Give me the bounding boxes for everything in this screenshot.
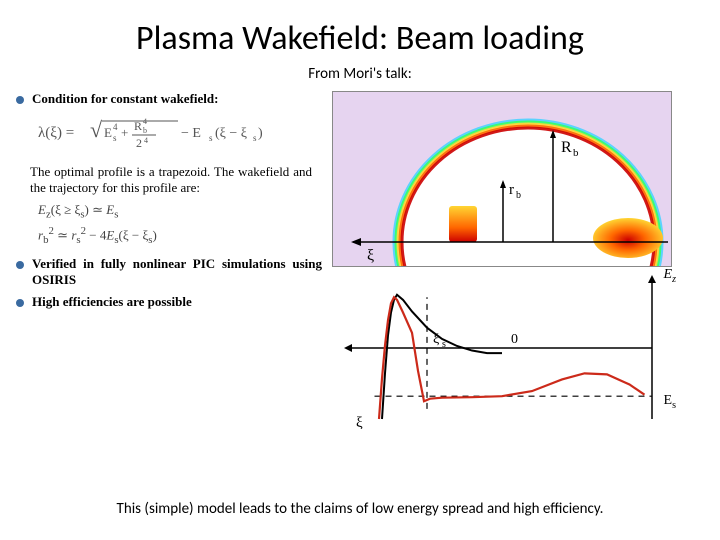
svg-text:b: b [573,147,579,159]
es-dash-label: Es [664,393,676,411]
bullet-icon [16,299,24,307]
svg-text:ξ: ξ [367,247,374,264]
svg-text:s: s [209,133,213,143]
right-column: Rbrbξ 0ξsξ Ez Es [332,91,696,429]
ez-axis-label: Ez [664,267,676,285]
svg-text:2: 2 [136,136,142,150]
svg-text:0: 0 [511,332,518,347]
bullet-icon [16,261,24,269]
bullet-efficiency: High efficiencies are possible [12,294,322,310]
efficiency-text: High efficiencies are possible [32,294,192,310]
simulation-svg: Rbrbξ [333,92,672,267]
svg-text:s: s [442,339,446,350]
verified-text: Verified in fully nonlinear PIC simulati… [32,256,322,288]
bullet-icon [16,96,24,104]
bullet-verified: Verified in fully nonlinear PIC simulati… [12,256,322,288]
optimal-text: The optimal profile is a trapezoid. The … [30,164,322,196]
svg-text:4: 4 [113,122,118,132]
equation-ez: Ez(ξ ≥ ξs) ≃ Es [38,202,322,221]
footer-text: This (simple) model leads to the claims … [0,500,720,518]
simulation-panel: Rbrbξ [332,91,672,267]
svg-text:λ(ξ) =: λ(ξ) = [38,125,74,141]
svg-text:E: E [104,125,112,140]
svg-text:b: b [143,126,147,135]
svg-text:√: √ [90,117,103,142]
chart-svg: 0ξsξ [332,271,672,429]
svg-text:− E: − E [181,126,201,141]
svg-text:R: R [561,139,572,156]
page-subtitle: From Mori's talk: [0,65,720,91]
svg-text:(ξ − ξ: (ξ − ξ [215,126,247,141]
equation-lambda: λ(ξ) = √ E s 4 + R b 4 2 4 − E s (ξ − ξ … [38,113,322,158]
svg-text:ξ: ξ [356,415,363,429]
svg-text:s: s [253,133,257,143]
content-row: Condition for constant wakefield: λ(ξ) =… [0,91,720,429]
svg-text:+: + [121,125,128,140]
svg-text:s: s [113,133,117,143]
left-column: Condition for constant wakefield: λ(ξ) =… [12,91,322,429]
chart-panel: 0ξsξ Ez Es [332,271,672,429]
bullet-condition: Condition for constant wakefield: [12,91,322,107]
svg-text:b: b [516,190,521,201]
svg-text:): ) [258,126,263,141]
condition-heading: Condition for constant wakefield: [32,91,218,107]
svg-text:ξ: ξ [433,332,439,347]
svg-text:R: R [134,119,142,133]
equation-rb: rb2 ≃ rs2 − 4Es(ξ − ξs) [38,225,322,246]
svg-text:4: 4 [143,117,147,126]
svg-text:r: r [509,182,514,198]
svg-text:4: 4 [144,136,148,145]
page-title: Plasma Wakefield: Beam loading [0,0,720,65]
